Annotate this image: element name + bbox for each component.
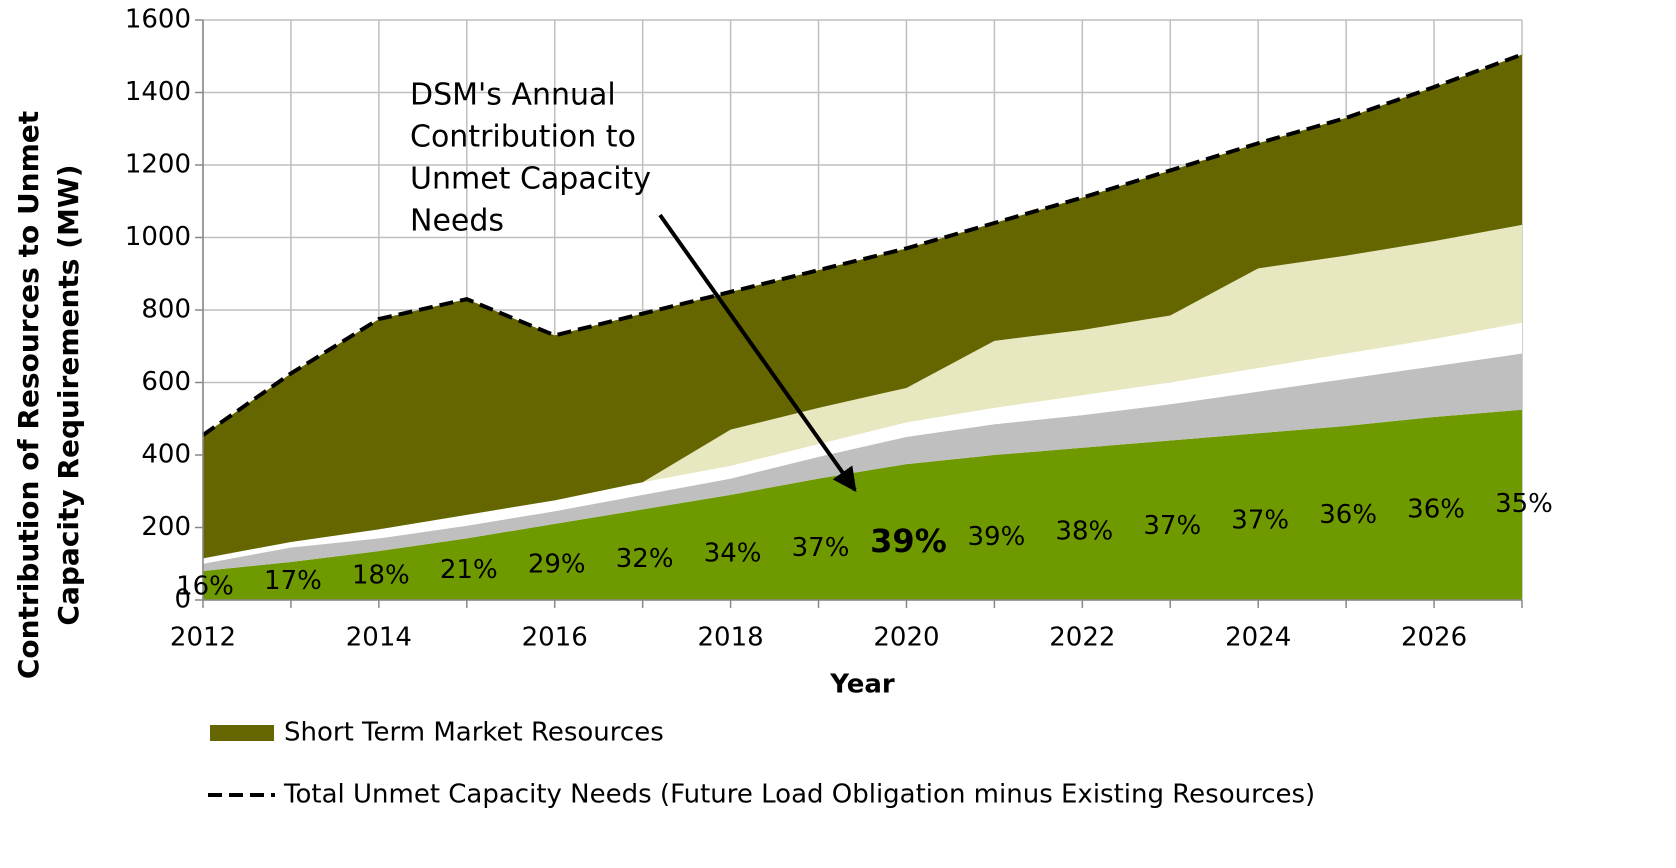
area	[203, 224, 1522, 559]
y-tick-label: 1200	[125, 150, 191, 180]
y-tick-label: 1000	[125, 222, 191, 252]
y-axis-title: Capacity Requirements (MW)	[52, 164, 85, 625]
annotation: Unmet Capacity	[410, 162, 651, 197]
area	[203, 353, 1522, 571]
share-label: 21%	[440, 555, 498, 585]
share-label: 35%	[1495, 489, 1553, 519]
y-tick-label: 200	[141, 512, 191, 542]
area	[203, 322, 1522, 564]
legend-label: Short Term Market Resources	[284, 718, 664, 748]
x-axis-title: Year	[829, 670, 895, 700]
y-tick-label: 1400	[125, 77, 191, 107]
area	[203, 409, 1522, 600]
annotation: Needs	[410, 204, 504, 239]
x-tick-label: 2022	[1049, 623, 1115, 653]
x-tick-label: 2016	[522, 623, 588, 653]
x-tick-label: 2014	[346, 623, 412, 653]
y-tick-label: 600	[141, 367, 191, 397]
annotation: Contribution to	[410, 120, 636, 155]
legend-label: Total Unmet Capacity Needs (Future Load …	[283, 780, 1315, 810]
y-axis-title: Contribution of Resources to Unmet	[12, 111, 45, 679]
share-label: 16%	[176, 572, 234, 602]
share-label: 36%	[1319, 500, 1377, 530]
y-tick-label: 0	[174, 585, 191, 615]
total-line	[201, 52, 1523, 437]
share-label: 17%	[264, 566, 322, 596]
area	[203, 54, 1522, 559]
share-label: 29%	[528, 550, 586, 580]
y-tick-label: 400	[141, 440, 191, 470]
x-tick-label: 2026	[1401, 623, 1467, 653]
share-label: 37%	[1231, 506, 1289, 536]
x-tick-label: 2018	[698, 623, 764, 653]
annotation: DSM's Annual	[410, 78, 616, 113]
share-label: 32%	[616, 544, 674, 574]
x-tick-label: 2024	[1225, 623, 1291, 653]
legend-swatch	[210, 725, 274, 741]
share-label: 36%	[1407, 495, 1465, 525]
share-label: 37%	[792, 533, 850, 563]
share-label: 34%	[704, 539, 762, 569]
share-label: 39%	[968, 522, 1026, 552]
x-tick-label: 2020	[873, 623, 939, 653]
share-label: 37%	[1143, 511, 1201, 541]
share-label: 39%	[870, 522, 947, 560]
share-label: 38%	[1055, 517, 1113, 547]
annotation-arrow	[658, 213, 857, 492]
x-tick-label: 2012	[170, 623, 236, 653]
y-tick-label: 1600	[125, 5, 191, 35]
y-tick-label: 800	[141, 295, 191, 325]
share-label: 18%	[352, 561, 410, 591]
